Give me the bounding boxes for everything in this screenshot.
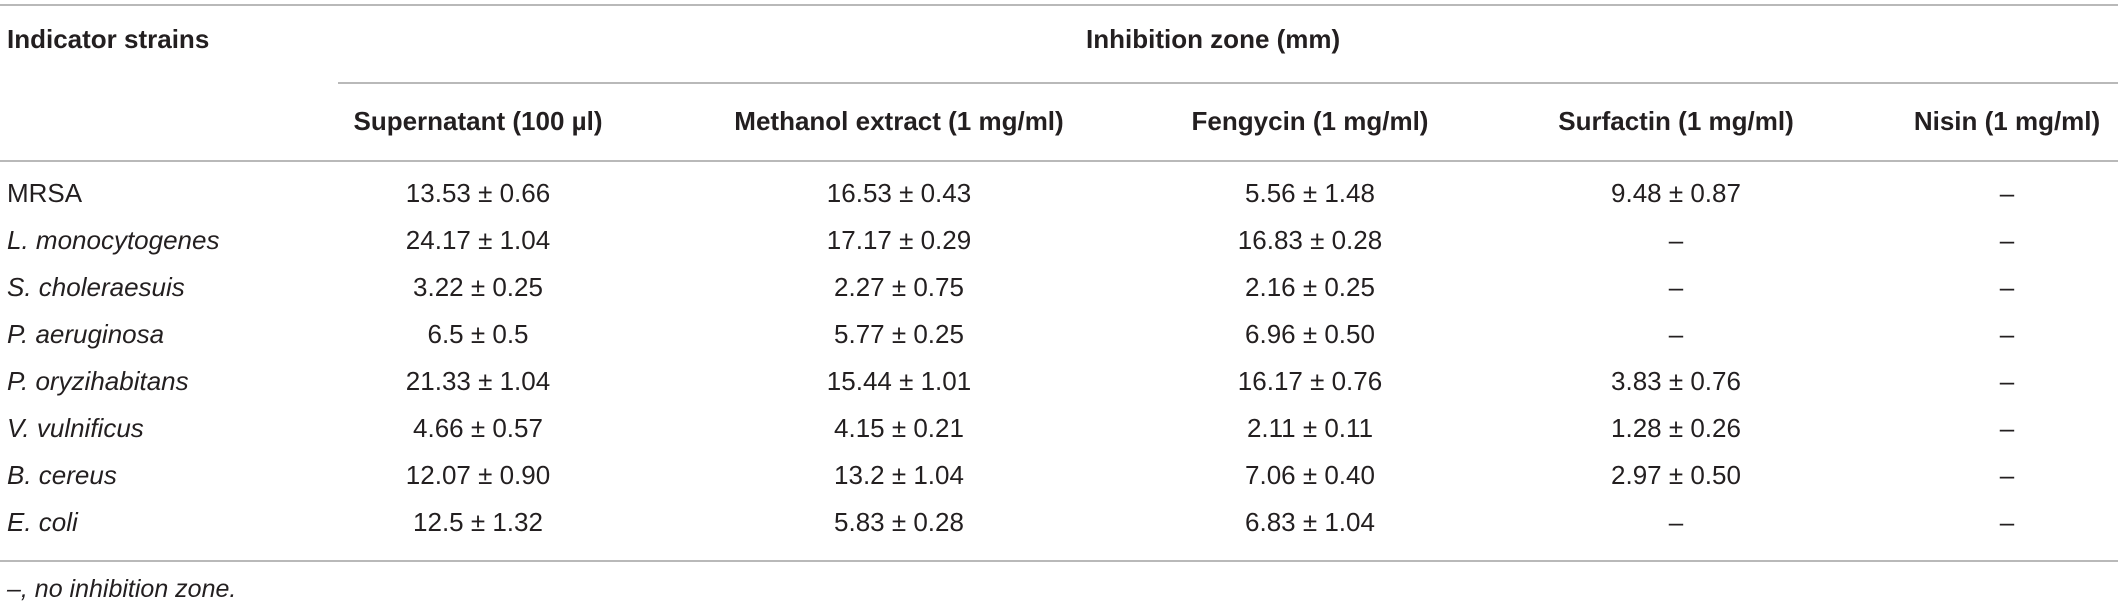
value-supernatant: 6.5 ± 0.5 <box>427 319 529 349</box>
value-fengycin: 2.16 ± 0.25 <box>1245 272 1375 302</box>
value-methanol-extract: 2.27 ± 0.75 <box>834 272 964 302</box>
value-supernatant: 12.5 ± 1.32 <box>413 507 543 537</box>
header-inhibition-zone: Inhibition zone (mm) <box>1086 24 1341 54</box>
value-nisin: – <box>1999 319 2015 349</box>
value-nisin: – <box>1999 225 2015 255</box>
strain-name: V. vulnificus <box>7 413 144 443</box>
value-nisin: – <box>1999 507 2015 537</box>
value-fengycin: 5.56 ± 1.48 <box>1245 178 1375 208</box>
table-footnote: –, no inhibition zone. <box>7 575 237 603</box>
value-surfactin: 9.48 ± 0.87 <box>1611 178 1741 208</box>
value-surfactin: 2.97 ± 0.50 <box>1611 460 1741 490</box>
column-header-surfactin: Surfactin (1 mg/ml) <box>1558 106 1794 136</box>
value-supernatant: 3.22 ± 0.25 <box>413 272 543 302</box>
value-surfactin: – <box>1668 507 1684 537</box>
value-supernatant: 4.66 ± 0.57 <box>413 413 543 443</box>
value-surfactin: – <box>1668 319 1684 349</box>
column-header-nisin: Nisin (1 mg/ml) <box>1913 106 2101 136</box>
value-surfactin: – <box>1668 272 1684 302</box>
value-nisin: – <box>1999 178 2015 208</box>
column-header-fengycin: Fengycin (1 mg/ml) <box>1191 106 1429 136</box>
value-nisin: – <box>1999 366 2015 396</box>
column-header-methanol-extract: Methanol extract (1 mg/ml) <box>734 106 1064 136</box>
spanning-header-rule <box>338 82 2118 84</box>
value-supernatant: 12.07 ± 0.90 <box>405 460 551 490</box>
strain-name: E. coli <box>7 507 78 537</box>
value-supernatant: 13.53 ± 0.66 <box>405 178 551 208</box>
strain-name: S. choleraesuis <box>7 272 185 302</box>
value-methanol-extract: 5.83 ± 0.28 <box>834 507 964 537</box>
value-nisin: – <box>1999 460 2015 490</box>
value-supernatant: 21.33 ± 1.04 <box>405 366 551 396</box>
value-fengycin: 16.17 ± 0.76 <box>1237 366 1383 396</box>
value-methanol-extract: 16.53 ± 0.43 <box>826 178 972 208</box>
value-supernatant: 24.17 ± 1.04 <box>405 225 551 255</box>
value-fengycin: 2.11 ± 0.11 <box>1246 413 1374 443</box>
value-surfactin: 3.83 ± 0.76 <box>1611 366 1741 396</box>
strain-name: P. aeruginosa <box>7 319 165 349</box>
value-fengycin: 6.96 ± 0.50 <box>1245 319 1375 349</box>
table-bottom-rule <box>0 560 2118 562</box>
value-methanol-extract: 5.77 ± 0.25 <box>834 319 964 349</box>
table-row: V. vulnificus 4.66 ± 0.57 4.15 ± 0.21 2.… <box>0 405 2118 452</box>
value-methanol-extract: 17.17 ± 0.29 <box>826 225 972 255</box>
header-indicator-strains: Indicator strains <box>7 24 210 54</box>
column-header-supernatant: Supernatant (100 µl) <box>353 106 603 136</box>
value-nisin: – <box>1999 272 2015 302</box>
value-fengycin: 16.83 ± 0.28 <box>1237 225 1383 255</box>
table-row: MRSA 13.53 ± 0.66 16.53 ± 0.43 5.56 ± 1.… <box>0 170 2118 217</box>
strain-name: P. oryzihabitans <box>7 366 189 396</box>
table-row: B. cereus 12.07 ± 0.90 13.2 ± 1.04 7.06 … <box>0 452 2118 499</box>
value-fengycin: 7.06 ± 0.40 <box>1245 460 1375 490</box>
table-top-rule <box>0 4 2118 6</box>
table-row: P. aeruginosa 6.5 ± 0.5 5.77 ± 0.25 6.96… <box>0 311 2118 358</box>
strain-name: B. cereus <box>7 460 117 490</box>
value-methanol-extract: 13.2 ± 1.04 <box>834 460 964 490</box>
table-row: L. monocytogenes 24.17 ± 1.04 17.17 ± 0.… <box>0 217 2118 264</box>
value-methanol-extract: 15.44 ± 1.01 <box>826 366 972 396</box>
table-row: E. coli 12.5 ± 1.32 5.83 ± 0.28 6.83 ± 1… <box>0 499 2118 546</box>
value-methanol-extract: 4.15 ± 0.21 <box>834 413 964 443</box>
table-row: P. oryzihabitans 21.33 ± 1.04 15.44 ± 1.… <box>0 358 2118 405</box>
strain-name: MRSA <box>7 178 83 208</box>
table-row: S. choleraesuis 3.22 ± 0.25 2.27 ± 0.75 … <box>0 264 2118 311</box>
value-fengycin: 6.83 ± 1.04 <box>1245 507 1375 537</box>
strain-name: L. monocytogenes <box>7 225 220 255</box>
value-surfactin: – <box>1668 225 1684 255</box>
value-nisin: – <box>1999 413 2015 443</box>
value-surfactin: 1.28 ± 0.26 <box>1611 413 1741 443</box>
header-bottom-rule <box>0 160 2118 162</box>
